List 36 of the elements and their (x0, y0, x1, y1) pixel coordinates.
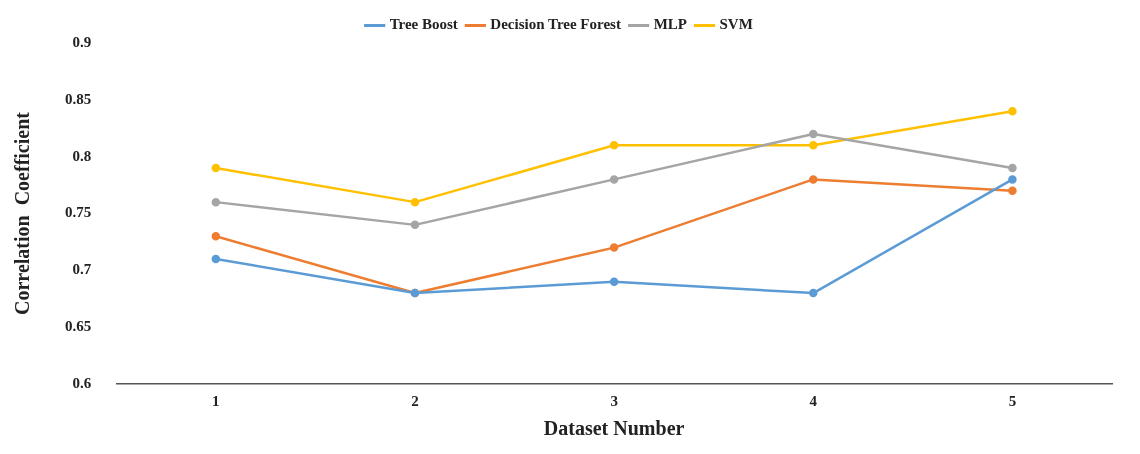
y-tick-label: 0.9 (72, 33, 92, 50)
point (211, 197, 221, 207)
point (410, 220, 420, 230)
x-tick-label: 2 (411, 392, 419, 409)
point (609, 243, 619, 252)
point (609, 141, 619, 150)
x-tick-label: 1 (212, 392, 220, 409)
point (809, 141, 818, 150)
point (809, 288, 818, 298)
y-tick-label: 0.8 (72, 147, 92, 164)
point (1008, 106, 1017, 116)
point (211, 254, 221, 264)
x-tick-label: 4 (809, 392, 818, 409)
y-tick-label: 0.7 (72, 261, 92, 278)
point (211, 231, 221, 241)
legend-label: MLP (653, 16, 687, 33)
point (609, 277, 619, 286)
point (809, 129, 818, 139)
point (1008, 175, 1017, 184)
point (1008, 186, 1017, 196)
y-tick-label: 0.75 (65, 204, 92, 221)
point (609, 175, 619, 184)
point (211, 163, 221, 173)
x-tick-label: 3 (610, 392, 618, 409)
x-tick-label: 5 (1008, 392, 1017, 409)
y-tick-label: 0.6 (72, 374, 92, 391)
y-tick-label: 0.65 (65, 318, 92, 335)
point (410, 197, 420, 207)
legend-label: Tree Boost (389, 16, 458, 33)
legend-label: Decision Tree Forest (490, 16, 621, 33)
point (1008, 163, 1017, 173)
point (809, 175, 818, 184)
y-tick-label: 0.85 (65, 90, 92, 107)
legend-label: SVM (719, 16, 753, 33)
y-axis-title: Correlation Coefficient (11, 111, 34, 315)
x-axis-title: Dataset Number (543, 417, 685, 440)
